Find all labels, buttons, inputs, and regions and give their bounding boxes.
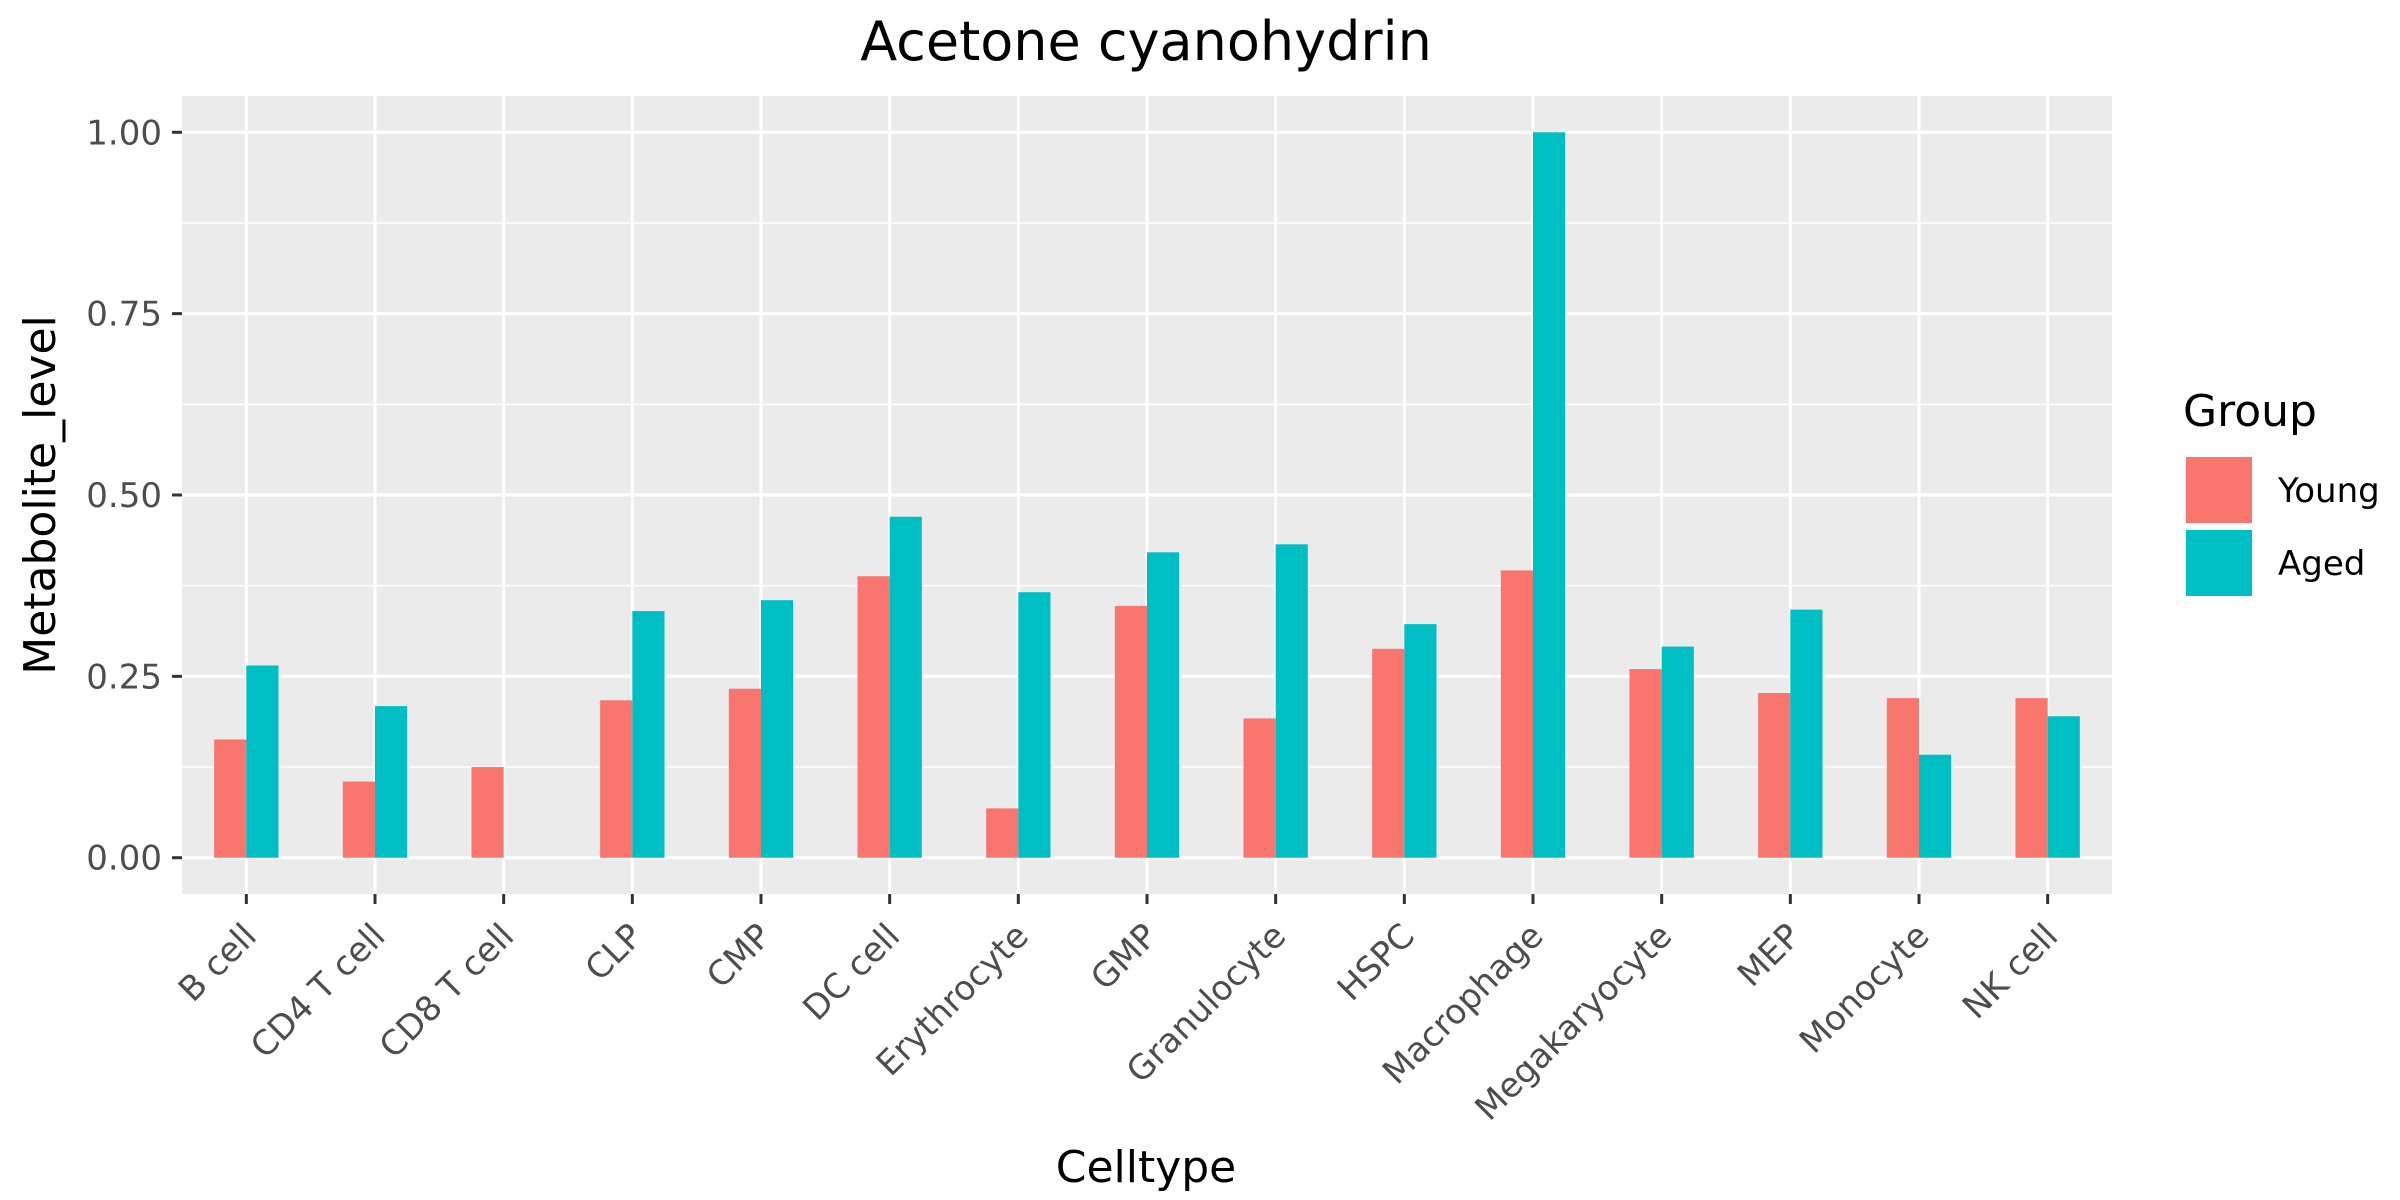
bar-aged [761,600,794,858]
bar-young [986,808,1019,858]
x-axis-title: Celltype [1056,1142,1237,1193]
chart-title: Acetone cyanohydrin [860,10,1432,73]
bar-young [1500,570,1533,858]
bar-aged [1018,592,1051,858]
bar-young [1372,648,1405,858]
bar-aged [2047,716,2080,858]
bar-young [600,700,633,858]
legend-key-young [2186,457,2252,523]
bar-young [1114,605,1147,858]
bar-young [857,576,890,858]
bar-young [471,767,504,858]
bar-aged [1790,609,1823,858]
y-tick-label: 0.75 [86,295,162,335]
bar-aged [375,706,408,858]
bar-aged [1275,544,1308,858]
bar-young [342,781,375,858]
bar-young [1629,669,1662,858]
y-tick-label: 0.00 [86,839,162,879]
bar-aged [1533,132,1566,858]
legend-key-aged [2186,530,2252,596]
legend: Group Young Aged [2183,386,2380,596]
y-tick-label: 0.50 [86,476,162,516]
legend-label-aged: Aged [2278,544,2365,584]
bar-aged [1919,754,1952,858]
bars [214,132,2080,858]
y-tick-label: 0.25 [86,657,162,697]
bar-young [214,739,247,858]
bar-aged [1661,646,1694,858]
bar-young [1758,693,1791,858]
bar-young [2015,698,2048,858]
bar-aged [632,611,665,858]
bar-young [728,688,761,858]
legend-label-young: Young [2277,471,2380,511]
y-axis-title: Metabolite_level [15,315,66,675]
bar-aged [1147,552,1180,858]
bar-young [1886,698,1919,858]
bar-young [1243,718,1276,858]
bar-aged [889,516,922,858]
legend-title: Group [2183,386,2317,437]
bar-aged [1404,624,1437,858]
bar-aged [246,665,279,858]
y-tick-label: 1.00 [86,113,162,153]
